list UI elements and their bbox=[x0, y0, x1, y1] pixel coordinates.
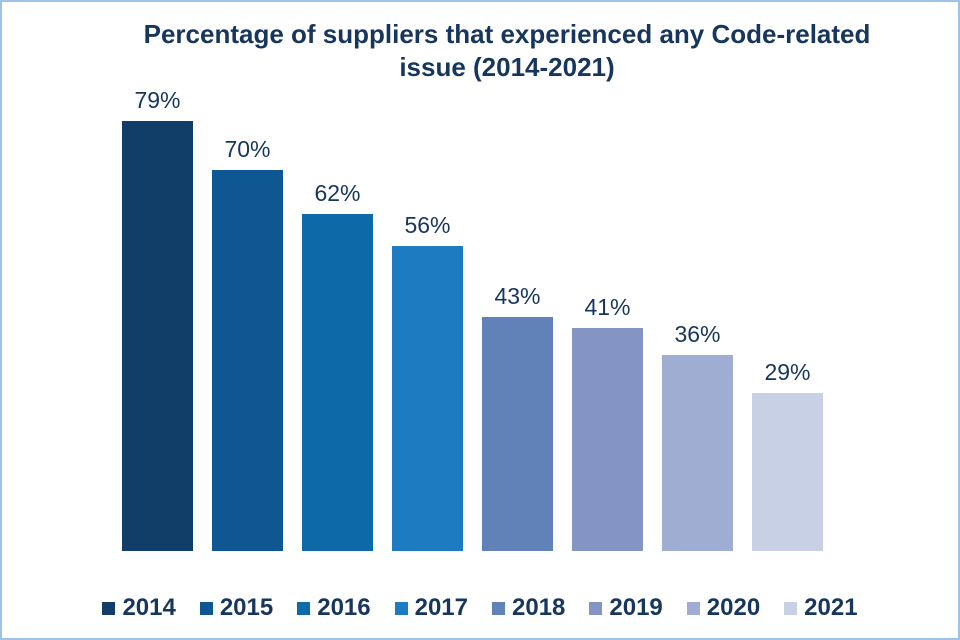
bar-column-2020: 36% bbox=[662, 321, 733, 551]
bar-column-2015: 70% bbox=[212, 136, 283, 551]
bar-column-2021: 29% bbox=[752, 359, 823, 551]
legend-item-2018: 2018 bbox=[492, 594, 565, 622]
bar-column-2019: 41% bbox=[572, 294, 643, 551]
legend-swatch-icon bbox=[297, 601, 311, 615]
chart-title: Percentage of suppliers that experienced… bbox=[143, 19, 871, 82]
bar-column-2017: 56% bbox=[392, 212, 463, 551]
legend-item-2017: 2017 bbox=[394, 594, 468, 622]
bar-value-label: 36% bbox=[674, 321, 721, 347]
bar-column-2016: 62% bbox=[302, 180, 373, 551]
bar-value-label: 56% bbox=[404, 212, 451, 238]
bar-2018 bbox=[482, 317, 553, 551]
bar-2017 bbox=[392, 246, 463, 551]
legend-swatch-icon bbox=[589, 601, 603, 615]
legend-item-2016: 2016 bbox=[297, 594, 371, 622]
bar-2019 bbox=[572, 328, 643, 551]
legend-label: 2016 bbox=[317, 594, 371, 621]
bar-2021 bbox=[752, 393, 823, 551]
bar-value-label: 29% bbox=[764, 359, 811, 385]
bar-2015 bbox=[212, 170, 283, 551]
bar-column-2014: 79% bbox=[122, 87, 193, 551]
legend-label: 2018 bbox=[512, 594, 566, 621]
legend-label: 2017 bbox=[414, 594, 468, 621]
legend-swatch-icon bbox=[492, 601, 505, 615]
legend-item-2021: 2021 bbox=[784, 594, 858, 622]
bar-2020 bbox=[662, 355, 733, 551]
legend-label: 2021 bbox=[804, 594, 858, 621]
bar-2014 bbox=[122, 121, 193, 551]
bar-value-label: 43% bbox=[494, 283, 541, 309]
legend-item-2014: 2014 bbox=[102, 594, 176, 622]
bar-value-label: 62% bbox=[314, 180, 361, 206]
bar-chart-plot-area: 79% 70% 62% 56% 43% 41% 36% 29% bbox=[122, 71, 823, 551]
legend-label: 2015 bbox=[219, 594, 274, 621]
legend-swatch-icon bbox=[686, 601, 700, 615]
bar-value-label: 79% bbox=[134, 87, 181, 113]
legend-item-2020: 2020 bbox=[686, 594, 761, 622]
chart-legend: 2014 2015 2016 2017 2018 2019 2020 2021 bbox=[2, 594, 958, 622]
legend-item-2015: 2015 bbox=[199, 594, 274, 622]
bar-value-label: 70% bbox=[224, 136, 271, 162]
bar-2016 bbox=[302, 214, 373, 551]
legend-label: 2014 bbox=[122, 594, 176, 621]
legend-swatch-icon bbox=[784, 601, 798, 615]
legend-item-2019: 2019 bbox=[589, 594, 663, 622]
legend-swatch-icon bbox=[199, 601, 213, 615]
legend-label: 2020 bbox=[706, 594, 761, 621]
bar-value-label: 41% bbox=[584, 294, 631, 320]
bar-column-2018: 43% bbox=[482, 283, 553, 551]
legend-swatch-icon bbox=[394, 601, 408, 615]
legend-label: 2019 bbox=[609, 594, 663, 621]
legend-swatch-icon bbox=[102, 601, 116, 615]
